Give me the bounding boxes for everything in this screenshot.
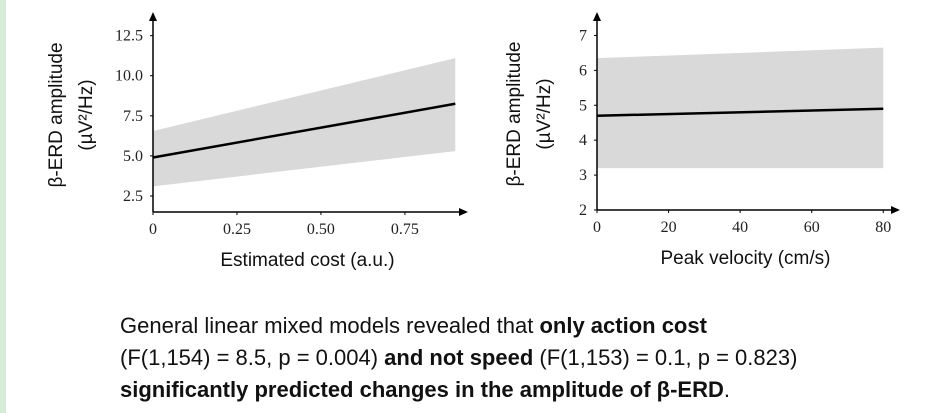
caption-run: only action cost bbox=[539, 313, 707, 338]
caption-line: (F(1,154) = 8.5, p = 0.004) and not spee… bbox=[120, 345, 797, 370]
y-tick-label: 2.5 bbox=[123, 188, 143, 205]
caption-line: significantly predicted changes in the a… bbox=[120, 377, 730, 402]
confidence-band bbox=[597, 47, 884, 169]
y-tick-label: 7.5 bbox=[123, 108, 143, 125]
y-axis-label: β-ERD amplitude bbox=[504, 41, 525, 186]
y-arrow bbox=[593, 12, 601, 21]
x-axis-label: Estimated cost (a.u.) bbox=[220, 250, 394, 271]
caption-run: significantly predicted changes in the a… bbox=[120, 377, 724, 402]
y-axis-label: β-ERD amplitude bbox=[46, 42, 67, 187]
y-axis-label: (µV²/Hz) bbox=[76, 79, 97, 150]
y-tick-label: 3 bbox=[579, 167, 587, 184]
y-tick-label: 6 bbox=[579, 62, 587, 79]
x-tick-label: 20 bbox=[661, 219, 677, 236]
caption-run: and not speed bbox=[384, 345, 533, 370]
y-arrow bbox=[149, 12, 157, 21]
confidence-band bbox=[153, 58, 456, 187]
y-tick-label: 5.0 bbox=[123, 148, 143, 165]
y-tick-label: 7 bbox=[579, 27, 587, 44]
y-tick-label: 10.0 bbox=[115, 68, 143, 85]
caption-run: General linear mixed models revealed tha… bbox=[120, 313, 539, 338]
x-tick-label: 40 bbox=[732, 219, 748, 236]
y-tick-label: 4 bbox=[579, 132, 587, 149]
x-arrow bbox=[891, 206, 900, 214]
y-axis-label: (µV²/Hz) bbox=[534, 78, 555, 149]
x-arrow bbox=[459, 208, 468, 216]
regression-line bbox=[152, 102, 456, 159]
x-tick-label: 0.50 bbox=[307, 221, 335, 238]
x-axis-label: Peak velocity (cm/s) bbox=[661, 248, 831, 269]
side-bar bbox=[0, 0, 6, 413]
caption-run: . bbox=[724, 377, 730, 402]
y-tick-label: 12.5 bbox=[115, 28, 143, 45]
x-tick-label: 0.75 bbox=[391, 221, 419, 238]
caption-run: (F(1,154) = 8.5, p = 0.004) bbox=[120, 345, 384, 370]
regression-line bbox=[596, 107, 884, 117]
x-tick-label: 60 bbox=[804, 219, 820, 236]
x-tick-label: 0.25 bbox=[223, 221, 251, 238]
y-tick-label: 2 bbox=[579, 202, 587, 219]
x-tick-label: 0 bbox=[593, 219, 601, 236]
x-tick-label: 80 bbox=[875, 219, 891, 236]
caption-line: General linear mixed models revealed tha… bbox=[120, 313, 708, 338]
y-tick-label: 5 bbox=[579, 97, 587, 114]
x-tick-label: 0 bbox=[149, 221, 157, 238]
caption-run: (F(1,153) = 0.1, p = 0.823) bbox=[533, 345, 797, 370]
